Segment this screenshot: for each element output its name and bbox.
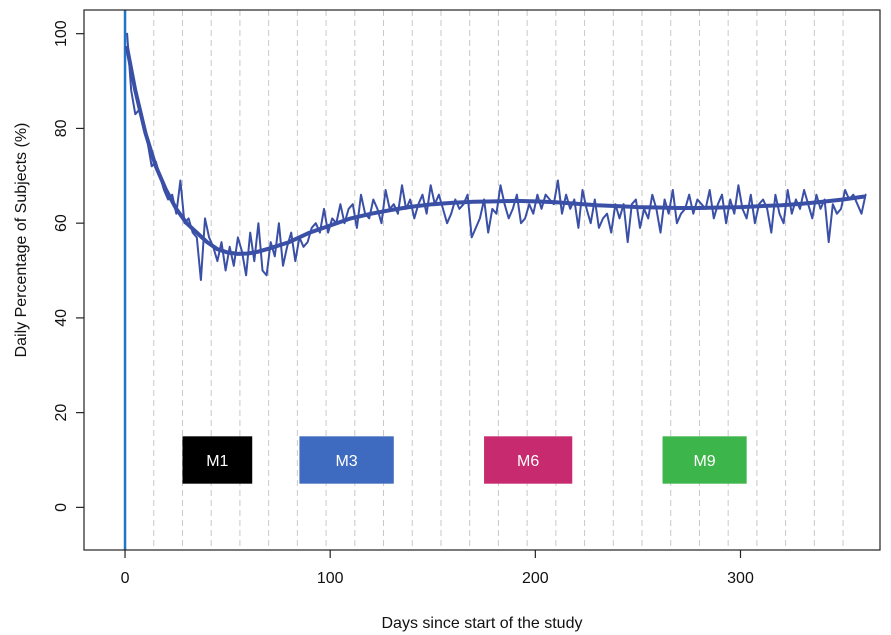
x-tick-label-3: 300 bbox=[727, 570, 754, 587]
y-tick-label-3: 60 bbox=[53, 214, 70, 232]
x-tick-label-1: 100 bbox=[317, 570, 344, 587]
x-tick-label-2: 200 bbox=[522, 570, 549, 587]
milestone-label-m6: M6 bbox=[517, 453, 539, 470]
x-axis-ticks: 0 100 200 300 bbox=[121, 550, 754, 587]
milestone-box-m6 bbox=[484, 436, 573, 484]
y-tick-label-0: 0 bbox=[53, 503, 70, 512]
milestone-box-m9 bbox=[662, 436, 747, 484]
milestone-box-m3 bbox=[299, 436, 394, 484]
milestone-m9: M9 bbox=[662, 436, 747, 484]
x-axis-title: Days since start of the study bbox=[382, 615, 583, 632]
y-tick-label-5: 100 bbox=[53, 20, 70, 47]
y-tick-label-4: 80 bbox=[53, 119, 70, 137]
milestone-m6: M6 bbox=[484, 436, 573, 484]
y-tick-label-2: 40 bbox=[53, 309, 70, 327]
series-smoothed-line bbox=[125, 45, 866, 256]
x-tick-label-0: 0 bbox=[121, 570, 130, 587]
series-daily-line bbox=[126, 32, 867, 281]
milestone-label-m3: M3 bbox=[335, 453, 357, 470]
y-axis-ticks: 0 20 40 60 80 100 bbox=[53, 20, 84, 512]
milestone-boxes: M1 M3 M6 M9 bbox=[182, 436, 747, 484]
milestone-m1: M1 bbox=[182, 436, 253, 484]
milestone-label-m9: M9 bbox=[693, 453, 715, 470]
milestone-label-m1: M1 bbox=[206, 453, 228, 470]
y-axis-title: Daily Percentage of Subjects (%) bbox=[13, 123, 30, 358]
milestone-m3: M3 bbox=[299, 436, 394, 484]
y-tick-label-1: 20 bbox=[53, 404, 70, 422]
milestone-box-m1 bbox=[182, 436, 253, 484]
plot-frame bbox=[83, 9, 881, 551]
series-lines bbox=[125, 32, 867, 281]
